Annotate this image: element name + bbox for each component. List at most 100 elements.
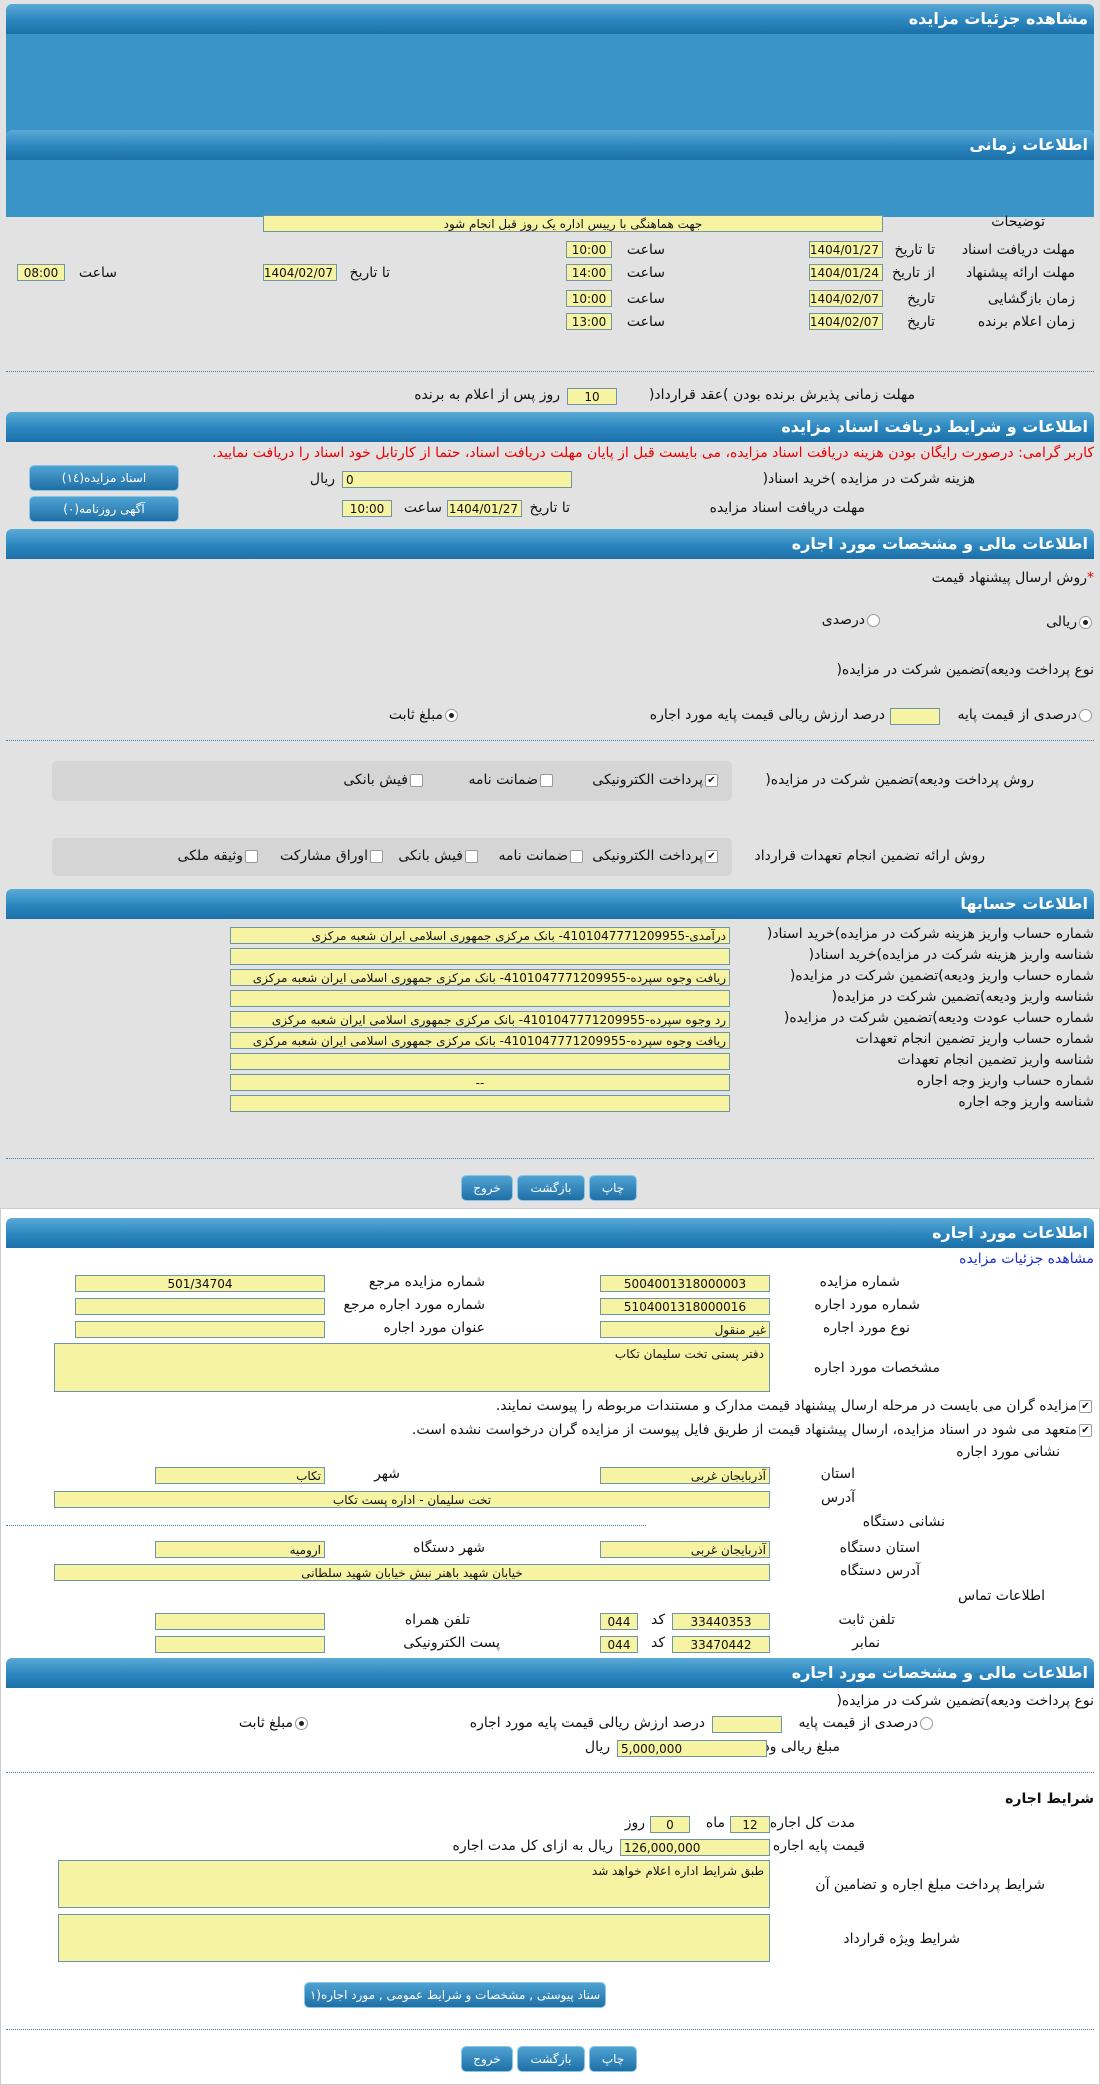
guarantee-bank-slip[interactable]: فیش بانکی [398, 848, 480, 864]
back-button[interactable]: بازگشت [518, 1176, 584, 1200]
checkbox-icon[interactable] [410, 773, 423, 787]
time-label: ساعت [78, 265, 117, 281]
address-label: آدرس [821, 1490, 855, 1506]
account-row-field: -- [230, 1074, 730, 1091]
radio-percent[interactable]: درصدی [822, 612, 882, 628]
province-label: استان [820, 1466, 855, 1482]
checkbox-checked-icon[interactable]: ✔ [705, 849, 718, 863]
divider [6, 1772, 1094, 1773]
print-button[interactable]: چاپ [590, 2047, 636, 2071]
guarantee-property[interactable]: وثیقه ملکی [178, 848, 260, 864]
ref-auction-field: 501/34704 [75, 1275, 325, 1292]
title-label: عنوان مورد اجاره [383, 1320, 485, 1336]
page-title: مشاهده جزئیات مزایده [6, 4, 1094, 34]
checkbox-checked-icon[interactable]: ✔ [705, 773, 718, 787]
auction-docs-button[interactable]: اسناد مزایده(۱٤) [30, 466, 178, 490]
checkbox-icon[interactable] [245, 849, 258, 863]
org-city-label: شهر دستگاه [413, 1540, 485, 1556]
newspaper-ads-button[interactable]: آگهی روزنامه(۰) [30, 497, 178, 521]
radio-rial[interactable]: ریالی [1046, 614, 1094, 630]
deposit-method-guarantee[interactable]: ضمانت نامه [468, 772, 555, 788]
ref-auction-label: شماره مزایده مرجع [368, 1274, 485, 1290]
account-row-field: رد وجوه سپرده-4101047771209955- بانک مرک… [230, 1011, 730, 1028]
offer-from-date: 1404/01/24 [809, 264, 883, 281]
radio-icon[interactable] [1079, 708, 1092, 722]
percent-suffix: درصد ارزش ریالی قیمت پایه مورد اجاره [469, 1715, 705, 1731]
org-address-field: خیابان شهید باهنر نبش خیابان شهید سلطانی [54, 1564, 770, 1581]
spec-field: دفتر پستی تخت سلیمان تکاب [54, 1343, 770, 1392]
org-province-field: آذربایجان غربی [600, 1541, 770, 1558]
winner-label: زمان اعلام برنده [977, 314, 1075, 330]
offer-deadline-label: مهلت ارائه پیشنهاد [966, 265, 1075, 281]
deposit-method-bank-slip[interactable]: فیش بانکی [343, 772, 425, 788]
radio-icon[interactable] [295, 1716, 308, 1730]
phone-field: 33440353 [672, 1613, 770, 1630]
radio-icon[interactable] [867, 613, 880, 627]
account-row-label: شناسه واریز ودیعه)تضمین شرکت در مزایده( [831, 989, 1094, 1005]
print-button[interactable]: چاپ [590, 1176, 636, 1200]
attach-checkbox[interactable]: ✔مزایده گران می بایست در مرحله ارسال پیش… [496, 1398, 1094, 1414]
accounts-section-header: اطلاعات حسابها [6, 889, 1094, 919]
exit-button[interactable]: خروج [462, 1176, 512, 1200]
doc-deadline-label: مهلت دریافت اسناد [961, 242, 1075, 258]
days-field: 0 [650, 1816, 690, 1833]
exit-button[interactable]: خروج [462, 2047, 512, 2071]
month-label: ماه [705, 1815, 725, 1831]
account-row-field: ریافت وجوه سپرده-4101047771209955- بانک … [230, 969, 730, 986]
checkbox-icon[interactable] [540, 773, 553, 787]
radio-icon[interactable] [1079, 615, 1092, 629]
special-terms-field [58, 1914, 770, 1962]
item-no-field: 5104001318000016 [600, 1298, 770, 1315]
docs-notice: کاربر گرامی: درصورت رایگان بودن هزینه در… [212, 445, 1094, 461]
title-field [75, 1321, 325, 1338]
doc-deadline-label: مهلت دریافت اسناد مزایده [709, 500, 865, 516]
deposit-method-electronic[interactable]: ✔پرداخت الکترونیکی [592, 772, 720, 788]
divider [6, 371, 1094, 372]
auction-details-link[interactable]: مشاهده جزئیات مزایده [959, 1251, 1094, 1267]
date-label: تاریخ [907, 291, 935, 307]
radio-fixed[interactable]: مبلغ ثابت [239, 1715, 310, 1731]
divider [6, 2029, 1094, 2030]
duration-label: مدت کل اجاره [769, 1815, 855, 1831]
org-address-label: آدرس دستگاه [840, 1563, 920, 1579]
checkbox-icon[interactable] [465, 849, 478, 863]
percent-field [712, 1716, 782, 1733]
no-attach-checkbox[interactable]: ✔متعهد می شود در اسناد مزایده، ارسال پیش… [412, 1422, 1094, 1438]
mobile-label: تلفن همراه [404, 1612, 470, 1628]
account-row-field: ریافت وجوه سپرده-4101047771209955- بانک … [230, 1032, 730, 1049]
winner-time: 13:00 [566, 313, 612, 330]
radio-deposit-percent[interactable]: درصدی از قیمت پایه [957, 707, 1094, 723]
guarantee-bonds[interactable]: اوراق مشارکت [280, 848, 385, 864]
acceptance-days: 10 [567, 388, 617, 405]
base-price-label: قیمت پایه اجاره [772, 1838, 865, 1854]
radio-percent[interactable]: درصدی از قیمت پایه [798, 1715, 935, 1731]
desc-field: جهت هماهنگی با رییس اداره یک روز قبل انج… [263, 215, 883, 232]
checkbox-checked-icon[interactable]: ✔ [1079, 1423, 1092, 1437]
address-field: تخت سلیمان - اداره پست تکاب [54, 1491, 770, 1508]
account-row-label: شماره حساب عودت ودیعه)تضمین شرکت در مزای… [783, 1010, 1094, 1026]
special-terms-label: شرایط ویژه قرارداد [843, 1931, 960, 1947]
email-field [155, 1636, 325, 1653]
radio-icon[interactable] [445, 708, 458, 722]
checkbox-checked-icon[interactable]: ✔ [1079, 1399, 1092, 1413]
desc-label: توضیحات [991, 214, 1045, 230]
checkbox-icon[interactable] [370, 849, 383, 863]
address-title: نشانی مورد اجاره [956, 1444, 1060, 1460]
radio-deposit-fixed[interactable]: مبلغ ثابت [389, 707, 460, 723]
account-row-field: درآمدی-4101047771209955- بانک مرکزی جمهو… [230, 927, 730, 944]
guarantee-electronic[interactable]: ✔پرداخت الکترونیکی [592, 848, 720, 864]
org-province-label: استان دستگاه [839, 1540, 920, 1556]
back-button[interactable]: بازگشت [518, 2047, 584, 2071]
doc-deadline-date: 1404/01/27 [447, 500, 522, 517]
city-label: شهر [374, 1466, 400, 1482]
checkbox-icon[interactable] [570, 849, 583, 863]
base-price-suffix: ریال به ازای کل مدت اجاره [452, 1838, 613, 1854]
opening-date: 1404/02/07 [809, 290, 883, 307]
radio-icon[interactable] [920, 1716, 933, 1730]
date-label: تا تاریخ [894, 242, 935, 258]
currency-label: ریال [584, 1739, 610, 1755]
guarantee-letter[interactable]: ضمانت نامه [498, 848, 585, 864]
deposit-methods-box [52, 761, 732, 801]
attachments-button[interactable]: سناد پیوستی , مشخصات و شرایط عمومی , مور… [305, 1983, 605, 2007]
acceptance-suffix: روز پس از اعلام به برنده [414, 387, 560, 403]
